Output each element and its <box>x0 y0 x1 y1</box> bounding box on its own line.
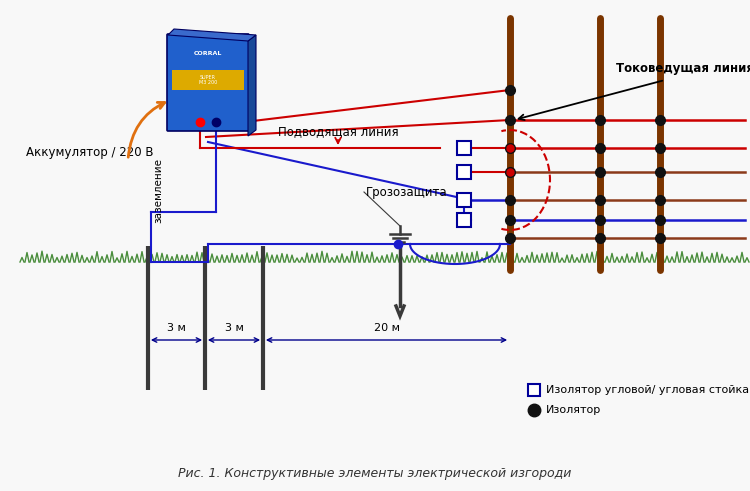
Polygon shape <box>248 35 256 136</box>
Text: 20 м: 20 м <box>374 323 400 333</box>
Bar <box>172 70 244 90</box>
Bar <box>528 384 540 396</box>
Bar <box>457 213 471 227</box>
Text: Рис. 1. Конструктивные элементы электрической изгороди: Рис. 1. Конструктивные элементы электрич… <box>178 467 572 480</box>
Text: Токоведущая линия: Токоведущая линия <box>616 61 750 75</box>
Text: Грозозащита: Грозозащита <box>366 186 448 198</box>
Text: заземление: заземление <box>153 158 163 222</box>
Text: Изолятор: Изолятор <box>546 405 602 415</box>
Text: 3 м: 3 м <box>167 323 186 333</box>
Bar <box>457 165 471 179</box>
Polygon shape <box>168 29 256 41</box>
Text: Аккумулятор / 220 В: Аккумулятор / 220 В <box>26 145 154 159</box>
Text: SUPER
M3 200: SUPER M3 200 <box>199 75 217 85</box>
Text: Подводящая линия: Подводящая линия <box>278 126 398 138</box>
FancyArrowPatch shape <box>128 103 165 157</box>
Text: Изолятор угловой/ угловая стойка: Изолятор угловой/ угловая стойка <box>546 385 749 395</box>
Bar <box>457 141 471 155</box>
Bar <box>457 193 471 207</box>
Text: 3 м: 3 м <box>224 323 244 333</box>
FancyBboxPatch shape <box>167 34 249 131</box>
Text: CORRAL: CORRAL <box>194 51 222 55</box>
